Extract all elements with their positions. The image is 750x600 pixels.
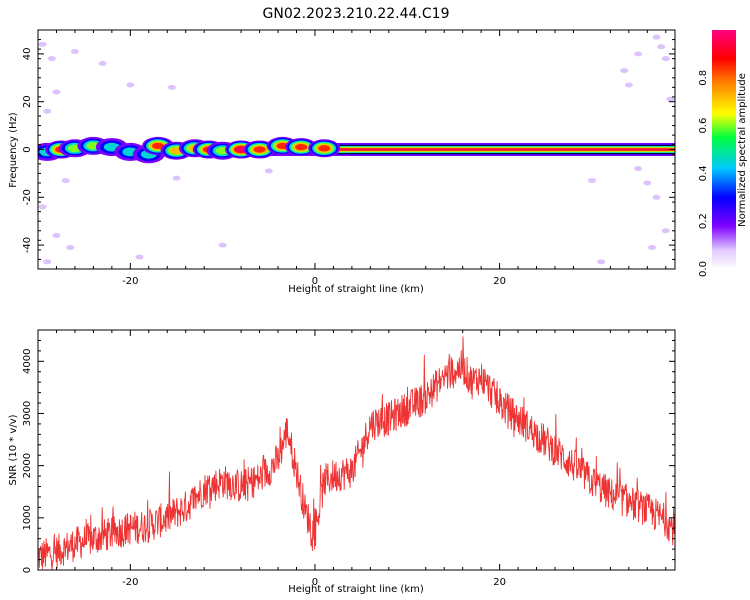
colorbar-label: Normalized spectral amplitude [737,73,748,227]
noise-speck [172,175,181,181]
colorbar-ticks: 0.0 0.2 0.4 0.6 0.8 [698,70,709,277]
noise-speck [634,166,643,172]
noise-speck [52,89,61,95]
noise-speck [620,68,629,74]
noise-speck [634,51,643,57]
y-tick-label: -20 [22,189,33,205]
noise-speck [167,84,176,90]
noise-speck [126,82,135,88]
snr-ticks: -20 0 20 0 1000 2000 3000 4000 [22,329,675,588]
noise-speck [661,56,670,62]
noise-speck [38,204,47,210]
y-tick-label: 4000 [22,349,33,374]
noise-speck [624,82,633,88]
snr-ylabel: SNR (10 * v/v) [8,414,19,485]
colorbar-tick-label: 0.0 [698,261,709,277]
noise-speck [652,194,661,200]
noise-speck [661,228,670,234]
spectral-blob [295,143,308,151]
colorbar: 0.0 0.2 0.4 0.6 0.8 Normalized spectral ampl… [698,30,748,277]
x-tick-label: 0 [312,577,318,588]
y-tick-label: 40 [22,48,33,61]
spectral-blob [253,146,266,153]
noise-speck [587,178,596,184]
x-tick-label: -20 [122,577,138,588]
spectrogram-content [38,34,675,265]
ridge-band [231,148,675,151]
noise-speck [66,244,75,250]
y-tick-label: 0 [22,146,33,152]
colorbar-tick-label: 0.2 [698,213,709,229]
x-tick-label: 0 [312,276,318,287]
snr-series-line [38,336,675,570]
snr-xlabel: Height of straight line (km) [288,584,424,595]
y-tick-label: 1000 [22,505,33,530]
noise-speck [70,49,79,55]
noise-speck [657,44,666,50]
snr-panel: -20 0 20 0 1000 2000 3000 4000 Height of straig… [8,329,676,595]
noise-speck [61,178,70,184]
noise-speck [43,108,52,114]
y-tick-label: 2000 [22,453,33,478]
spectral-blob [152,142,165,150]
spectrogram-ylabel: Frequency (Hz) [8,112,19,188]
noise-speck [264,168,273,174]
noise-speck [218,242,227,248]
colorbar-tick-label: 0.6 [698,118,709,134]
figure-title: GN02.2023.210.22.44.C19 [263,6,450,22]
spectrogram-panel: -20 0 20 -40 -20 0 20 40 Height of straight lin… [8,29,676,295]
spectral-blob [318,145,331,152]
noise-speck [52,233,61,239]
colorbar-gradient [712,30,736,269]
snr-frame [37,329,676,571]
noise-speck [652,34,661,40]
noise-speck [666,96,675,102]
x-tick-label: 20 [493,577,506,588]
colorbar-tick-label: 0.4 [698,165,709,181]
y-tick-label: 0 [22,567,33,573]
noise-speck [43,259,52,265]
snr-content [38,336,675,570]
x-tick-label: -20 [122,276,138,287]
noise-speck [135,254,144,260]
noise-speck [597,259,606,265]
x-tick-label: 20 [493,276,506,287]
noise-speck [38,41,47,47]
y-tick-label: 20 [22,95,33,108]
y-tick-label: -40 [22,237,33,253]
noise-speck [647,244,656,250]
noise-speck [98,60,107,66]
colorbar-tick-label: 0.8 [698,70,709,86]
y-tick-label: 3000 [22,401,33,426]
spectrogram-ticks: -20 0 20 -40 -20 0 20 40 [22,29,675,287]
spectrogram-xlabel: Height of straight line (km) [288,284,424,295]
noise-speck [643,180,652,186]
noise-speck [47,56,56,62]
